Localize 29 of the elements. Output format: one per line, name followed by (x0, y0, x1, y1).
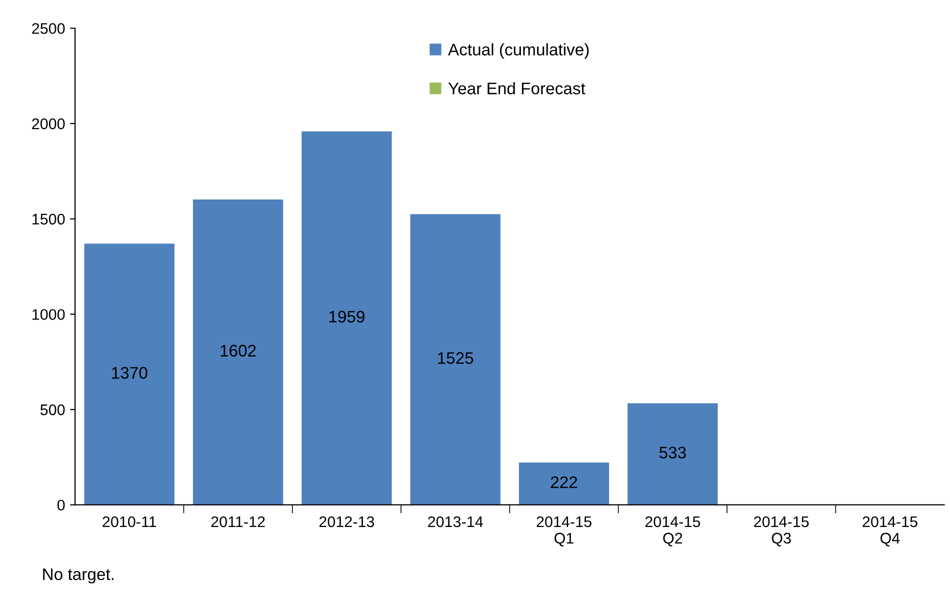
legend-label: Actual (cumulative) (448, 43, 589, 59)
data-label: 1959 (329, 310, 364, 323)
data-label: 1602 (220, 344, 256, 357)
data-label: 1370 (112, 366, 148, 379)
y-tick-label: 1500 (32, 214, 65, 225)
y-tick-label: 2500 (32, 23, 65, 34)
x-tick-label: 2013-14 (428, 516, 483, 528)
legend-label: Year End Forecast (448, 82, 586, 94)
data-label: 1525 (438, 352, 474, 364)
bar (410, 214, 500, 505)
y-tick-label: 1000 (32, 309, 65, 320)
y-tick-label: 500 (40, 404, 65, 416)
bar (518, 462, 610, 505)
text: No target. (43, 568, 114, 584)
data-label: 533 (659, 446, 686, 459)
bar (628, 403, 718, 505)
y-tick-label: 0 (57, 500, 65, 511)
data-label: 222 (550, 476, 578, 488)
bar (84, 244, 174, 505)
x-tick-label: 2011-12 (211, 516, 265, 528)
x-tick-label: 2012-13 (319, 516, 374, 528)
bar (192, 199, 284, 505)
y-tick-label: 2000 (32, 118, 65, 130)
x-tick-label: 2014-15 Q2 (645, 516, 700, 546)
bar (302, 131, 392, 505)
x-tick-label: 2014-15 Q4 (862, 516, 918, 546)
x-tick-label: 2010-11 (102, 516, 156, 528)
x-tick-label: 2014-15 Q3 (754, 516, 809, 546)
x-tick-label: 2014-15 Q1 (536, 516, 592, 546)
